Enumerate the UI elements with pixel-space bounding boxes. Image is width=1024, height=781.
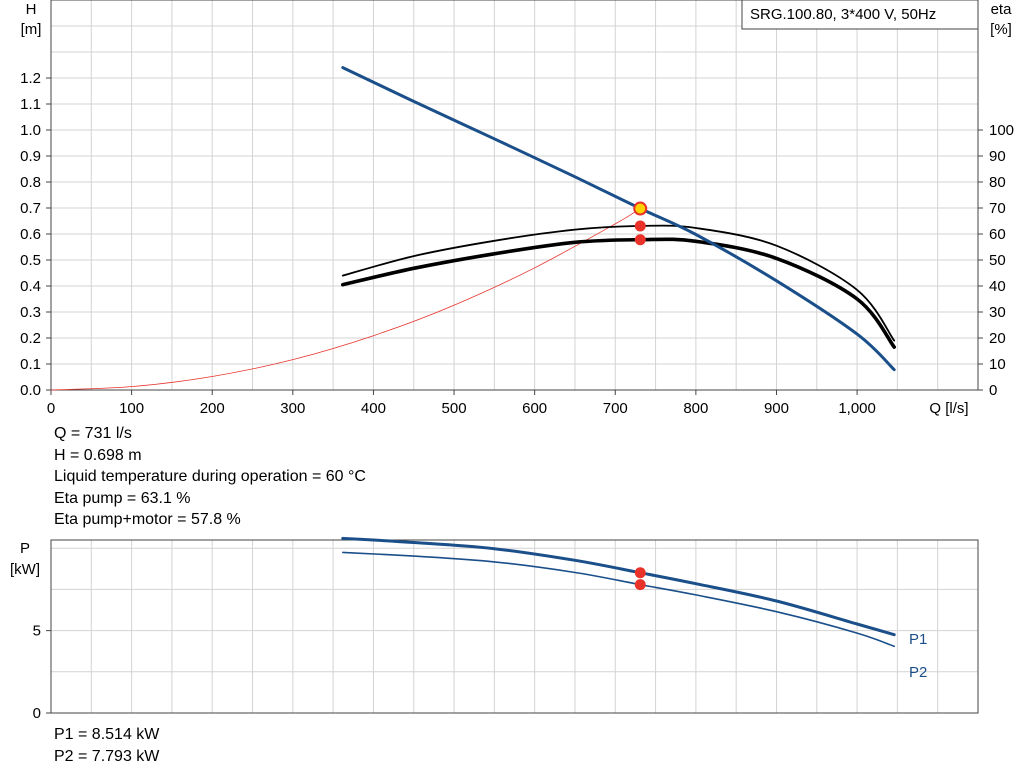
bottom-chart-grid — [51, 540, 978, 713]
top-chart-grid — [51, 0, 978, 390]
y-left-tick-label: 0.8 — [20, 174, 41, 191]
eta-pump-motor-curve — [341, 237, 896, 349]
y-left-tick-label: 0.9 — [20, 148, 41, 165]
y-right-axis-unit: [%] — [990, 21, 1012, 38]
y-left-axis-name: H — [26, 1, 37, 18]
y-right-tick-label: 10 — [989, 356, 1006, 373]
x-tick-label: 300 — [280, 400, 305, 417]
info-flow: Q = 731 l/s — [54, 425, 132, 442]
x-tick-label: 200 — [200, 400, 225, 417]
y-left-tick-label: 0.1 — [20, 356, 41, 373]
y-power-tick-label: 5 — [33, 623, 41, 640]
x-tick-label: 600 — [522, 400, 547, 417]
x-tick-label: 500 — [442, 400, 467, 417]
y-right-tick-label: 80 — [989, 174, 1006, 191]
y-power-axis-name: P — [20, 540, 30, 557]
legend-p2: P2 — [909, 664, 927, 681]
eta-pump-motor-point — [634, 234, 646, 246]
bottom-chart-frame — [50, 539, 979, 714]
y-right-tick-label: 60 — [989, 226, 1006, 243]
y-left-tick-label: 1.2 — [20, 70, 41, 87]
y-right-axis-name: eta — [991, 1, 1013, 18]
y-right-tick-label: 100 — [989, 122, 1014, 139]
y-left-tick-label: 0.3 — [20, 304, 41, 321]
x-tick-label: 1,000 — [838, 400, 876, 417]
y-right-tick-label: 30 — [989, 304, 1006, 321]
y-left-tick-label: 0.7 — [20, 200, 41, 217]
y-right-tick-label: 50 — [989, 252, 1006, 269]
x-tick-label: 900 — [764, 400, 789, 417]
y-right-tick-label: 20 — [989, 330, 1006, 347]
title-box — [741, 0, 979, 30]
top-chart-frame — [50, 0, 979, 391]
chart-title: SRG.100.80, 3*400 V, 50Hz — [750, 6, 936, 23]
y-left-tick-label: 1.1 — [20, 96, 41, 113]
x-tick-label: 0 — [47, 400, 55, 417]
legend-p1: P1 — [909, 631, 927, 648]
x-tick-label: 400 — [361, 400, 386, 417]
eta-pump-curve — [341, 224, 896, 342]
info-eta-pump: Eta pump = 63.1 % — [54, 489, 191, 507]
y-left-tick-label: 1.0 — [20, 122, 41, 139]
power-info: P1 = 8.514 kW P2 = 7.793 kW — [54, 724, 159, 767]
info-p2: P2 = 7.793 kW — [54, 747, 160, 765]
y-power-axis-unit: [kW] — [10, 561, 40, 578]
eta-pump-point — [634, 220, 646, 232]
p2-point — [634, 579, 646, 591]
x-tick-label: 800 — [683, 400, 708, 417]
info-liquid-temperature: Liquid temperature during operation = 60… — [54, 468, 366, 485]
info-p1: P1 = 8.514 kW — [54, 726, 160, 743]
p2-curve — [342, 551, 895, 648]
y-left-tick-label: 0.2 — [20, 330, 41, 347]
y-left-tick-label: 0.0 — [20, 382, 41, 399]
y-left-axis-unit: [m] — [21, 21, 42, 38]
x-tick-label: 100 — [119, 400, 144, 417]
system-curve — [50, 208, 641, 391]
y-left-tick-label: 0.6 — [20, 226, 41, 243]
x-tick-label: 700 — [603, 400, 628, 417]
y-right-tick-label: 40 — [989, 278, 1006, 295]
operating-point — [633, 201, 648, 216]
operating-point-info: Q = 731 l/s H = 0.698 m Liquid temperatu… — [54, 423, 366, 531]
y-power-tick-label: 0 — [33, 705, 41, 722]
y-right-tick-label: 90 — [989, 148, 1006, 165]
y-left-tick-label: 0.4 — [20, 278, 41, 295]
info-head: H = 0.698 m — [54, 446, 142, 464]
y-right-tick-label: 0 — [989, 382, 997, 399]
y-left-tick-label: 0.5 — [20, 252, 41, 269]
head-curve — [341, 66, 896, 372]
info-eta-pump-motor: Eta pump+motor = 57.8 % — [54, 511, 241, 528]
p1-point — [634, 567, 646, 579]
y-right-tick-label: 70 — [989, 200, 1006, 217]
x-axis-label: Q [l/s] — [929, 400, 968, 417]
